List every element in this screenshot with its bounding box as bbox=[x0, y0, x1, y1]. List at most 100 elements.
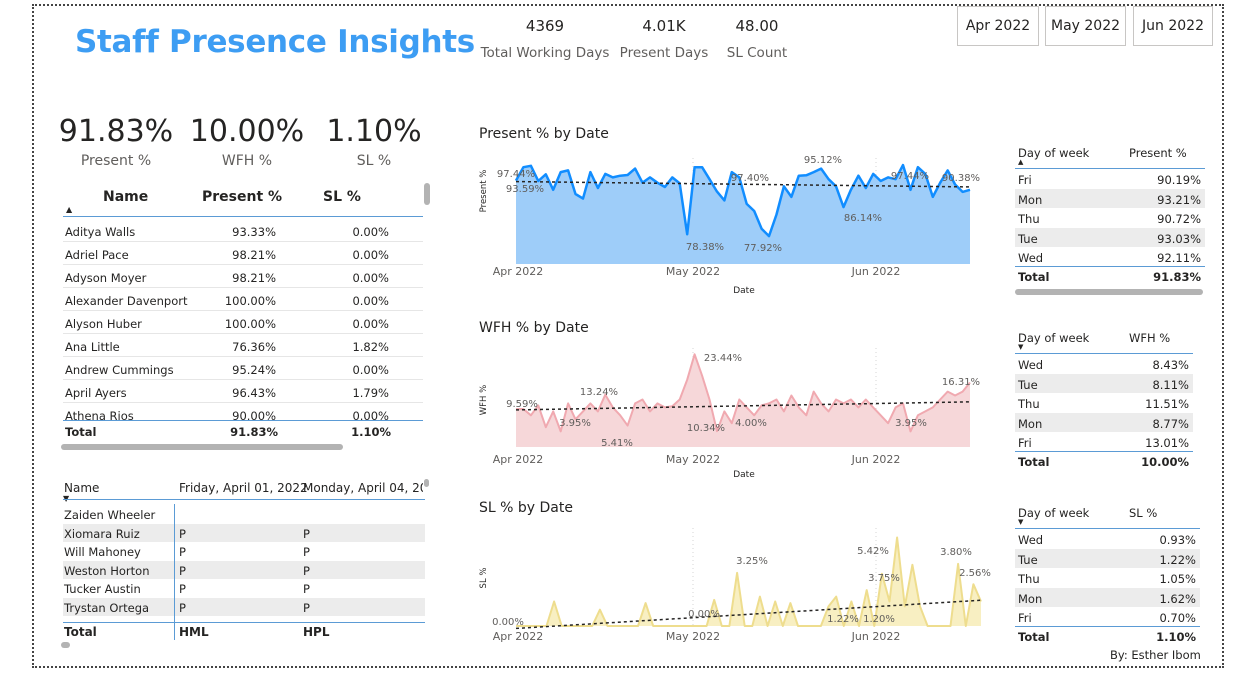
chart-wfh-by-date[interactable]: 9.59% 13.24% 3.95% 5.41% 23.44% 10.34% 4.00% 3.… bbox=[478, 338, 998, 484]
cell-value: 90.72% bbox=[1157, 212, 1201, 226]
data-label: 1.22% bbox=[827, 614, 859, 625]
data-label: 95.12% bbox=[804, 155, 842, 166]
column-header-name[interactable]: Name bbox=[103, 189, 149, 205]
cell-value: 1.22% bbox=[1159, 552, 1196, 567]
column-header-value[interactable]: WFH % bbox=[1129, 331, 1171, 345]
data-label: 3.75% bbox=[868, 573, 900, 584]
cell-name: Tucker Austin bbox=[64, 582, 141, 596]
header-divider bbox=[63, 216, 423, 217]
cell-value: 1.62% bbox=[1159, 591, 1196, 606]
series-line bbox=[516, 536, 982, 627]
table-row[interactable]: April Ayers 96.43% 1.79% bbox=[63, 380, 423, 403]
cell-name: Athena Rios bbox=[65, 409, 134, 420]
table-row[interactable]: Will Mahoney P P bbox=[63, 542, 425, 561]
column-header-present[interactable]: Present % bbox=[202, 189, 283, 205]
cell-name: Adriel Pace bbox=[65, 248, 129, 262]
table-row[interactable]: Mon 8.77% bbox=[1015, 412, 1193, 432]
x-tick-label: May 2022 bbox=[666, 265, 720, 278]
table-row[interactable]: Mon 1.62% bbox=[1015, 587, 1200, 607]
table-scrollbar-horizontal[interactable] bbox=[61, 642, 70, 648]
column-header-value[interactable]: SL % bbox=[1129, 506, 1158, 520]
cell-name: Adyson Moyer bbox=[65, 271, 147, 285]
table-row[interactable]: Ana Little 76.36% 1.82% bbox=[63, 334, 423, 357]
data-label: 0.00% bbox=[688, 609, 720, 620]
cell-sl: 0.00% bbox=[352, 317, 389, 331]
cell-present: 76.36% bbox=[232, 340, 276, 354]
table-row[interactable]: Fri 90.19% bbox=[1015, 169, 1205, 189]
attendance-table-body: Zaiden Wheeler Xiomara Ruiz P P Will Mahon… bbox=[63, 505, 425, 622]
month-button-may-2022[interactable]: May 2022 bbox=[1045, 6, 1126, 46]
table-row[interactable]: Xiomara Ruiz P P bbox=[63, 523, 425, 542]
table-row[interactable]: Thu 11.51% bbox=[1015, 393, 1193, 413]
chart-sl-by-date[interactable]: 0.00% 3.25% 0.00% 5.42% 3.75% 1.22% 1.20% 3.80%… bbox=[478, 518, 998, 648]
column-header-day[interactable]: Day of week bbox=[1018, 146, 1090, 160]
data-label: 3.95% bbox=[895, 418, 927, 429]
staff-table-body: Aditya Walls 93.33% 0.00% Adriel Pace 98.21… bbox=[63, 219, 425, 420]
column-header-day[interactable]: Day of week bbox=[1018, 331, 1090, 345]
x-tick-label: Jun 2022 bbox=[851, 265, 901, 278]
table-row[interactable]: Alyson Huber 100.00% 0.00% bbox=[63, 311, 423, 334]
table-row[interactable]: Thu 90.72% bbox=[1015, 208, 1205, 228]
sort-arrow-icon: ▲ bbox=[66, 205, 73, 214]
table-scrollbar-horizontal[interactable] bbox=[61, 444, 343, 450]
total-divider bbox=[63, 622, 425, 623]
table-row[interactable]: Fri 0.70% bbox=[1015, 607, 1200, 627]
table-row[interactable]: Athena Rios 90.00% 0.00% bbox=[63, 403, 423, 420]
column-header-name[interactable]: Name bbox=[64, 481, 100, 495]
cell-day: Wed bbox=[1018, 251, 1044, 265]
month-button-jun-2022[interactable]: Jun 2022 bbox=[1133, 6, 1213, 46]
data-label: 5.41% bbox=[601, 438, 633, 449]
kpi-label: Present Days bbox=[619, 45, 709, 61]
table-row[interactable]: Aditya Walls 93.33% 0.00% bbox=[63, 219, 423, 242]
trend-line bbox=[515, 401, 971, 411]
table-scrollbar-vertical[interactable] bbox=[424, 183, 430, 205]
chart-present-by-date[interactable]: 97.44% 93.59% 97.40% 95.12% 78.38% 77.92% 86.1… bbox=[478, 144, 998, 300]
cell-value: 93.21% bbox=[1157, 192, 1201, 207]
table-row[interactable]: Mon 93.21% bbox=[1015, 188, 1205, 208]
table-row[interactable]: Weston Horton P P bbox=[63, 560, 425, 579]
kpi-label: SL Count bbox=[726, 45, 788, 61]
table-total-row: Total 91.83% 1.10% bbox=[63, 422, 425, 442]
area-fill bbox=[516, 165, 970, 264]
table-scrollbar-vertical[interactable] bbox=[424, 479, 429, 487]
table-row[interactable]: Adriel Pace 98.21% 0.00% bbox=[63, 242, 423, 265]
data-label: 97.44% bbox=[497, 169, 535, 180]
cell-status: P bbox=[179, 526, 186, 541]
table-row[interactable]: Tue 93.03% bbox=[1015, 227, 1205, 247]
table-row[interactable]: Andrew Cummings 95.24% 0.00% bbox=[63, 357, 423, 380]
cell-value: 8.11% bbox=[1152, 377, 1189, 392]
table-row[interactable]: Tue 1.22% bbox=[1015, 548, 1200, 568]
total-label: Total bbox=[1018, 270, 1050, 284]
data-label: 9.59% bbox=[506, 399, 538, 410]
area-fill bbox=[516, 354, 970, 447]
table-row[interactable]: Alexander Davenport 100.00% 0.00% bbox=[63, 288, 423, 311]
table-scrollbar-horizontal[interactable] bbox=[1015, 289, 1203, 295]
table-row[interactable]: Fri 13.01% bbox=[1015, 432, 1193, 452]
table-row[interactable]: Zaiden Wheeler bbox=[63, 505, 425, 524]
data-label: 16.31% bbox=[942, 377, 980, 388]
column-header-day[interactable]: Day of week bbox=[1018, 506, 1090, 520]
cell-sl: 0.00% bbox=[352, 248, 389, 262]
column-header-date[interactable]: Monday, April 04, 202 bbox=[303, 481, 423, 495]
sort-arrow-icon: ▼ bbox=[1018, 518, 1024, 526]
table-row[interactable]: Tue 8.11% bbox=[1015, 373, 1193, 393]
column-header-value[interactable]: Present % bbox=[1129, 146, 1187, 160]
month-button-apr-2022[interactable]: Apr 2022 bbox=[957, 6, 1039, 46]
cell-status: P bbox=[179, 582, 186, 596]
table-row[interactable]: Wed 8.43% bbox=[1015, 354, 1193, 374]
table-row[interactable]: Wed 0.93% bbox=[1015, 529, 1200, 549]
table-row[interactable]: Wed 92.11% bbox=[1015, 247, 1205, 267]
cell-sl: 0.00% bbox=[352, 225, 389, 239]
cell-day: Thu bbox=[1018, 212, 1040, 226]
big-kpi-label: SL % bbox=[356, 153, 392, 169]
column-header-sl[interactable]: SL % bbox=[323, 189, 361, 205]
kpi-sl-count: 48.00 SL Count bbox=[718, 17, 796, 61]
table-row[interactable]: Thu 1.05% bbox=[1015, 568, 1200, 588]
table-row[interactable]: Tucker Austin P P bbox=[63, 579, 425, 598]
table-row[interactable]: Adyson Moyer 98.21% 0.00% bbox=[63, 265, 423, 288]
column-header-date[interactable]: Friday, April 01, 2022 bbox=[179, 481, 308, 495]
report-frame bbox=[32, 4, 1224, 668]
cell-status: P bbox=[179, 545, 186, 559]
table-row[interactable]: Trystan Ortega P P bbox=[63, 597, 425, 616]
total-divider bbox=[1015, 626, 1200, 627]
